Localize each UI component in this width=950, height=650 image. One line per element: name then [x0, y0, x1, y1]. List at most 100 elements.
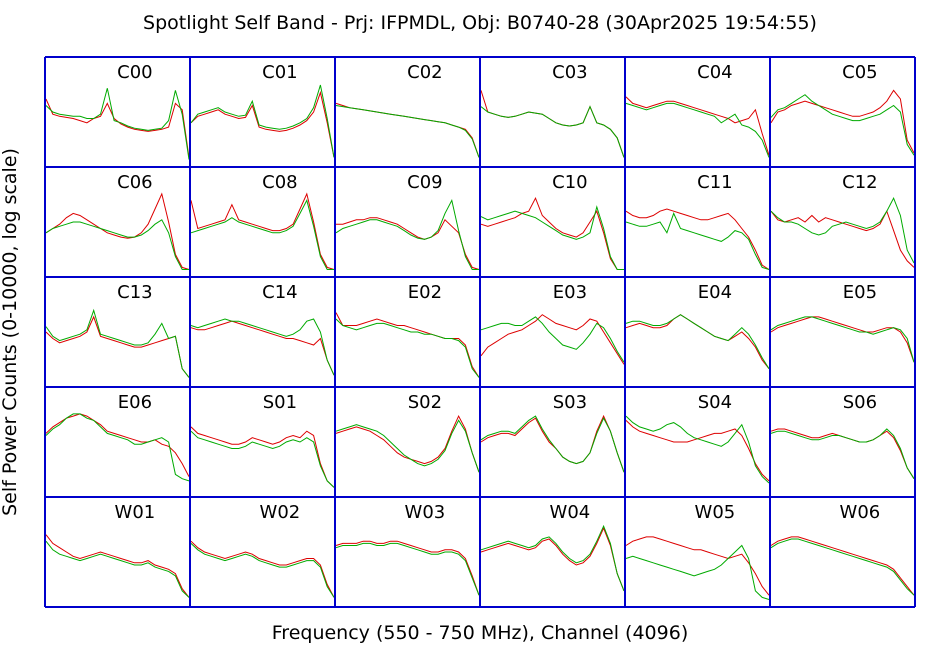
series-line-red	[480, 414, 625, 473]
series-line-red	[190, 192, 335, 270]
series-line-green	[190, 430, 335, 488]
panel-label: C11	[697, 172, 732, 193]
series-line-red	[335, 540, 480, 596]
panel-w02: W02	[190, 502, 335, 598]
series-line-red	[335, 312, 480, 378]
panel-label: C04	[697, 62, 732, 83]
panel-label: E02	[408, 282, 442, 303]
series-line-green	[770, 428, 915, 479]
panel-w05: W05	[625, 502, 770, 600]
series-line-green	[45, 413, 190, 482]
series-line-red	[770, 89, 915, 154]
series-line-red	[190, 540, 335, 598]
series-line-green	[480, 205, 624, 270]
panel-c11: C11	[625, 172, 770, 270]
series-line-green	[770, 94, 915, 156]
panel-label: W04	[550, 502, 591, 523]
series-line-red	[45, 98, 190, 158]
panel-label: S01	[263, 392, 297, 413]
series-line-green	[335, 419, 480, 473]
series-line-green	[480, 415, 625, 473]
series-line-green	[190, 543, 335, 598]
panel-label: S04	[698, 392, 732, 413]
series-line-red	[190, 90, 335, 158]
series-line-green	[45, 88, 190, 160]
panel-label: C05	[842, 62, 877, 83]
panel-s04: S04	[625, 392, 770, 484]
panel-label: W05	[695, 502, 736, 523]
panel-label: C06	[117, 172, 152, 193]
panel-label: C00	[117, 62, 152, 83]
series-line-green	[45, 219, 189, 270]
panel-c14: C14	[190, 282, 335, 376]
series-line-red	[190, 426, 335, 488]
panel-c00: C00	[45, 62, 190, 160]
series-line-green	[190, 318, 335, 376]
panel-e03: E03	[480, 282, 625, 365]
series-line-green	[625, 212, 770, 270]
series-line-red	[625, 96, 770, 156]
series-line-red	[480, 526, 625, 592]
panel-c01: C01	[190, 62, 335, 158]
panel-label: E04	[698, 282, 732, 303]
panel-label: C10	[552, 172, 587, 193]
series-line-red	[480, 314, 625, 365]
series-line-red	[480, 90, 625, 158]
series-line-green	[770, 196, 915, 264]
series-line-green	[625, 544, 770, 600]
panel-label: C08	[262, 172, 297, 193]
panel-label: E06	[118, 392, 152, 413]
panel-e02: E02	[335, 282, 480, 378]
panel-c09: C09	[335, 172, 480, 270]
series-line-green	[335, 105, 480, 158]
panel-e04: E04	[625, 282, 770, 370]
series-line-red	[190, 320, 335, 376]
panel-label: E05	[843, 282, 877, 303]
panel-label: E03	[553, 282, 587, 303]
panel-label: S02	[408, 392, 442, 413]
panel-c04: C04	[625, 62, 770, 158]
panel-s01: S01	[190, 392, 335, 488]
panel-label: W06	[840, 502, 881, 523]
series-line-green	[335, 542, 480, 596]
series-line-red	[45, 534, 190, 598]
series-line-green	[480, 316, 625, 363]
panel-e06: E06	[45, 392, 190, 482]
panel-c03: C03	[480, 62, 625, 158]
series-line-red	[770, 316, 915, 363]
series-line-red	[45, 413, 190, 477]
series-line-green	[480, 524, 625, 592]
panel-label: W01	[115, 502, 156, 523]
series-line-green	[45, 308, 190, 378]
series-line-green	[335, 198, 479, 270]
panel-label: C12	[842, 172, 877, 193]
panel-label: C02	[407, 62, 442, 83]
panel-c06: C06	[45, 172, 190, 270]
series-line-green	[190, 199, 334, 270]
series-line-green	[335, 318, 480, 378]
series-line-green	[480, 105, 625, 158]
panel-w06: W06	[770, 502, 915, 596]
panel-s02: S02	[335, 392, 480, 473]
panel-c02: C02	[335, 62, 480, 158]
panel-c13: C13	[45, 282, 190, 378]
panel-s06: S06	[770, 392, 915, 479]
panel-label: C09	[407, 172, 442, 193]
series-line-red	[45, 192, 190, 270]
series-line-red	[335, 414, 480, 473]
panel-s03: S03	[480, 392, 625, 473]
panel-label: C01	[262, 62, 297, 83]
panel-label: W02	[260, 502, 301, 523]
series-line-red	[335, 102, 480, 158]
panel-c10: C10	[480, 172, 624, 270]
panel-c12: C12	[770, 172, 915, 268]
panel-label: W03	[405, 502, 446, 523]
series-line-green	[625, 415, 770, 484]
panel-w01: W01	[45, 502, 190, 598]
series-line-green	[190, 84, 335, 158]
series-line-red	[336, 217, 480, 270]
series-line-green	[45, 540, 190, 598]
series-line-green	[625, 102, 770, 158]
panel-label: C13	[117, 282, 152, 303]
panel-label: S03	[553, 392, 587, 413]
